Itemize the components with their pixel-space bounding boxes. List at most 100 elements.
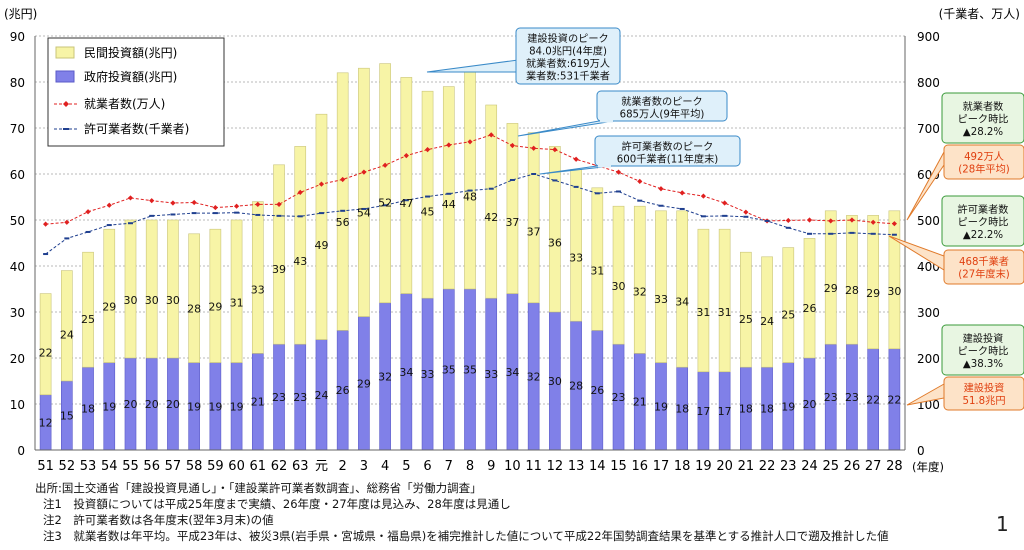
side-box-text-invest-ratio: ピーク時比: [958, 344, 1009, 357]
x-tick-label: 13: [568, 459, 585, 474]
gov-value-label: 22: [866, 393, 880, 406]
x-tick-label: 52: [59, 459, 76, 474]
x-tick-label: 元: [315, 459, 328, 474]
page-number: 1: [996, 512, 1009, 536]
x-tick-label: 56: [143, 459, 160, 474]
right-tick-label: 900: [917, 30, 940, 44]
left-tick-label: 70: [10, 122, 25, 136]
firms-point: [170, 213, 176, 216]
bar-private: [464, 67, 476, 290]
firms-point: [340, 209, 346, 212]
private-value-label: 37: [527, 225, 541, 238]
workers-point: [170, 200, 176, 206]
firms-point: [43, 253, 49, 256]
workers-point: [424, 147, 431, 153]
side-box-workers-now: [943, 144, 1024, 180]
gov-value-label: 33: [421, 368, 435, 381]
private-value-label: 30: [123, 294, 137, 307]
axes: 0102030405060708090010020030040050060070…: [4, 7, 1020, 474]
right-tick-label: 700: [917, 122, 940, 136]
note-2: 注2 許可業者数は各年度末(翌年3月末)の値: [43, 513, 274, 527]
x-tick-label: 4: [381, 459, 389, 474]
workers-point: [43, 221, 49, 227]
gov-value-label: 23: [293, 391, 307, 404]
workers-point: [106, 202, 112, 208]
firms-point: [807, 232, 813, 235]
firms-point: [658, 204, 664, 207]
x-tick-label: 11: [525, 459, 542, 474]
private-value-label: 43: [293, 255, 307, 268]
firms-point: [722, 214, 728, 217]
side-box-firms-ratio: [941, 195, 1024, 247]
x-tick-label: 63: [292, 459, 309, 474]
side-box-text-invest-ratio: ▲38.3%: [963, 359, 1004, 370]
bar-private: [485, 104, 498, 299]
x-tick-label: 3: [360, 459, 368, 474]
construction-investment-chart: 1222152418251929203020302030192819291931…: [4, 7, 1024, 474]
gov-value-label: 21: [251, 396, 265, 409]
x-axis-unit: (年度): [912, 460, 944, 474]
workers-point: [276, 201, 282, 207]
x-tick-label: 23: [780, 459, 797, 474]
workers-point: [828, 218, 834, 224]
legend-label-workers: 就業者数(万人): [84, 96, 165, 111]
private-value-label: 44: [442, 198, 456, 211]
side-box-text-firms-ratio: ▲22.2%: [963, 230, 1004, 241]
private-value-label: 37: [505, 216, 519, 229]
footnotes: 出所:国土交通省「建設投資見通し」・「建設業許可業者数調査」、総務省「労働力調査…: [35, 480, 889, 544]
firms-point: [531, 173, 537, 175]
workers-point: [785, 217, 791, 224]
x-tick-label: 8: [466, 459, 474, 474]
bar-private: [315, 113, 328, 340]
side-box-text-workers-now: 492万人: [964, 151, 1004, 163]
left-tick-label: 90: [10, 30, 25, 44]
gov-value-label: 19: [187, 400, 201, 413]
side-box-text-firms-ratio: 許可業者数: [958, 203, 1009, 216]
side-box-text-firms-now: (27年度末): [958, 268, 1009, 281]
workers-point: [85, 209, 91, 215]
workers-point: [382, 162, 388, 168]
side-box-text-invest-ratio: 建設投資: [963, 332, 1004, 345]
right-tick-label: 500: [917, 214, 940, 228]
side-box-firms-now: [943, 249, 1024, 285]
callout-peak-investment-pointer: [426, 59, 519, 73]
workers-point: [722, 200, 728, 206]
firms-point: [361, 207, 367, 210]
callout-peak-investment-text: 建設投資のピーク: [527, 32, 609, 45]
bar-private: [209, 228, 222, 363]
firms-point: [234, 211, 240, 214]
workers-point: [403, 153, 409, 159]
firms-point: [700, 215, 706, 218]
series-lines: [43, 132, 897, 256]
right-tick-label: 0: [917, 444, 925, 458]
workers-point: [615, 169, 622, 175]
x-tick-label: 21: [738, 459, 755, 474]
gov-value-label: 20: [803, 398, 817, 411]
gov-value-label: 19: [781, 400, 795, 413]
gov-value-label: 24: [314, 389, 328, 402]
gov-value-label: 26: [590, 384, 604, 397]
workers-point: [509, 142, 516, 149]
private-value-label: 54: [357, 206, 371, 219]
firms-point: [276, 214, 282, 217]
private-value-label: 33: [569, 251, 583, 264]
pointer-workers-now: [906, 151, 945, 221]
workers-point: [64, 219, 70, 225]
x-tick-label: 26: [844, 459, 861, 474]
firms-point: [382, 204, 388, 207]
private-value-label: 26: [803, 302, 817, 315]
workers-point: [637, 178, 643, 184]
workers-point: [446, 142, 452, 148]
callout-peak-investment-box: [515, 27, 621, 85]
legend-label-government: 政府投資額(兆円): [84, 69, 177, 84]
gov-value-label: 19: [208, 400, 222, 413]
firms-point: [127, 222, 133, 225]
side-box-text-workers-ratio: ▲28.2%: [963, 127, 1004, 138]
callout-peak-investment-text: 業者数:531千業者: [526, 70, 610, 83]
x-tick-label: 5: [402, 459, 410, 474]
legend-box: [47, 37, 225, 147]
callout-peak-firms-box: [594, 135, 741, 167]
bar-private: [612, 205, 625, 345]
private-value-label: 56: [336, 216, 350, 229]
gov-value-label: 17: [718, 405, 732, 418]
